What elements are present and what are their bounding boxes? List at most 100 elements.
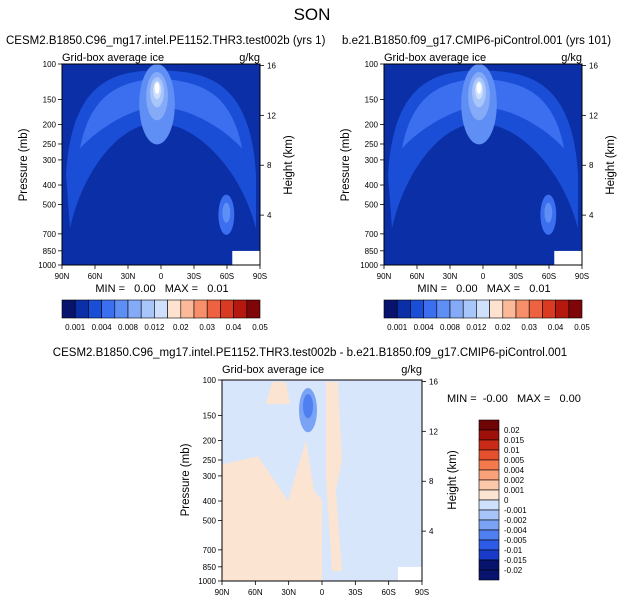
x-tick-label: 30S xyxy=(509,272,523,281)
panel-3-yticks: 100 150 200 250 300 400 500 700 850 1000 xyxy=(198,376,222,586)
panel-2-stats: MIN = 0.00 MAX = 0.01 xyxy=(417,283,550,295)
y-right-tick-label: 8 xyxy=(429,477,434,486)
panel-3-ylabel-right: Height (km) xyxy=(447,450,459,510)
y-tick-label: 700 xyxy=(365,230,379,239)
x-tick-label: 60N xyxy=(248,588,263,597)
x-tick-label: 90S xyxy=(415,588,429,597)
colorbar-box xyxy=(478,429,500,441)
colorbar-box xyxy=(154,299,168,319)
colorbar-box xyxy=(478,519,500,531)
y-right-tick-label: 8 xyxy=(267,161,272,170)
ice-core-peak xyxy=(154,82,160,94)
colorbar-box xyxy=(436,299,451,319)
y-right-tick-label: 16 xyxy=(267,61,276,70)
panel-1-stats: MIN = 0.00 MAX = 0.01 xyxy=(95,283,228,295)
positive-region-north xyxy=(222,440,322,581)
x-tick-label: 30N xyxy=(443,272,458,281)
colorbar-box xyxy=(140,299,155,319)
panel-1-title: CESM2.B1850.C96_mg17.intel.PE1152.THR3.t… xyxy=(6,35,326,47)
missing-region xyxy=(398,566,422,581)
y-tick-label: 200 xyxy=(203,437,217,446)
colorbar-label: 0.005 xyxy=(504,456,525,465)
x-tick-label: 90N xyxy=(55,272,70,281)
y-right-tick-label: 4 xyxy=(589,211,594,220)
x-tick-label: 60N xyxy=(410,272,425,281)
panel-2-colorbar: 0.001 0.004 0.008 0.012 0.02 0.03 0.04 0.05 xyxy=(383,299,590,332)
y-tick-label: 300 xyxy=(203,472,217,481)
y-tick-label: 300 xyxy=(365,156,379,165)
colorbar-box xyxy=(233,299,248,319)
x-tick-label: 30N xyxy=(281,588,296,597)
y-right-tick-label: 4 xyxy=(429,527,434,536)
panel-2-ylabel: Pressure (mb) xyxy=(340,128,352,201)
colorbar-box xyxy=(489,299,504,319)
colorbar-label: 0.008 xyxy=(440,323,461,332)
colorbar-label: 0.002 xyxy=(504,476,525,485)
colorbar-box xyxy=(515,299,530,319)
x-tick-label: 90S xyxy=(253,272,267,281)
colorbar-label: 0.012 xyxy=(466,323,487,332)
panel-3-colorbar: 0.020.0150.010.0050.0040.0020.0010-0.001… xyxy=(478,419,527,581)
panel-3-units: g/kg xyxy=(401,364,422,376)
colorbar-label: 0.004 xyxy=(414,323,435,332)
colorbar-label: 0.05 xyxy=(574,323,590,332)
y-tick-label: 250 xyxy=(203,456,217,465)
colorbar-label: 0.012 xyxy=(144,323,165,332)
colorbar-box xyxy=(478,539,500,551)
y-right-tick-label: 12 xyxy=(589,111,598,120)
y-right-tick-label: 4 xyxy=(267,211,272,220)
x-tick-label: 0 xyxy=(159,272,164,281)
colorbar-label: 0.02 xyxy=(173,323,189,332)
y-tick-label: 500 xyxy=(203,516,217,525)
colorbar-label: -0.01 xyxy=(504,546,523,555)
panel-1-plot xyxy=(61,63,261,266)
y-tick-label: 400 xyxy=(365,181,379,190)
x-tick-label: 90N xyxy=(377,272,392,281)
y-tick-label: 500 xyxy=(365,200,379,209)
y-tick-label: 100 xyxy=(203,376,217,385)
y-tick-label: 700 xyxy=(43,230,57,239)
colorbar-label: 0.008 xyxy=(118,323,139,332)
colorbar-label: -0.015 xyxy=(504,556,527,565)
missing-region xyxy=(554,250,582,265)
panel-3: CESM2.B1850.C96_mg17.intel.PE1152.THR3.t… xyxy=(53,347,581,597)
panel-1-yticks: 100 150 200 250 300 400 500 700 850 1000 xyxy=(38,60,62,270)
y-tick-label: 150 xyxy=(203,411,217,420)
ice-band-mid xyxy=(80,78,242,149)
y-tick-label: 1000 xyxy=(38,261,56,270)
ice-band-mid xyxy=(402,78,564,149)
x-tick-label: 90N xyxy=(215,588,230,597)
colorbar-box xyxy=(478,419,500,431)
panel-2: b.e21.B1850.f09_g17.CMIP6-piControl.001 … xyxy=(340,35,617,332)
colorbar-box xyxy=(220,299,234,319)
panel-2-plot xyxy=(383,63,583,266)
colorbar-box xyxy=(478,509,500,521)
colorbar-box xyxy=(478,469,500,481)
x-tick-label: 60N xyxy=(88,272,103,281)
colorbar-box xyxy=(193,299,208,319)
negative-blob-core xyxy=(303,394,313,419)
colorbar-label: 0.01 xyxy=(504,446,520,455)
panel-1-ylabel: Pressure (mb) xyxy=(18,128,30,201)
colorbar-box xyxy=(478,449,500,461)
panel-2-yrticks: 16 12 8 4 xyxy=(582,61,598,220)
colorbar-box xyxy=(502,299,517,319)
colorbar-label: -0.02 xyxy=(504,566,523,575)
colorbar-box xyxy=(478,499,500,511)
ice-blob-south-core xyxy=(222,202,231,223)
panel-3-yrticks: 16 12 8 4 xyxy=(422,377,438,536)
colorbar-label: 0.015 xyxy=(504,436,525,445)
colorbar-label: 0.001 xyxy=(387,323,408,332)
panel-3-stats: MIN = -0.00 MAX = 0.00 xyxy=(447,393,581,405)
x-tick-label: 90S xyxy=(575,272,589,281)
panel-1-subtitle: Grid-box average ice xyxy=(62,52,164,64)
x-tick-label: 30S xyxy=(187,272,201,281)
colorbar-box xyxy=(478,459,500,471)
colorbar-label: 0.03 xyxy=(199,323,215,332)
x-tick-label: 60S xyxy=(220,272,234,281)
panel-3-subtitle: Grid-box average ice xyxy=(222,364,324,376)
y-right-tick-label: 8 xyxy=(589,161,594,170)
panel-2-subtitle: Grid-box average ice xyxy=(384,52,486,64)
y-tick-label: 400 xyxy=(203,497,217,506)
positive-upper xyxy=(266,382,290,405)
